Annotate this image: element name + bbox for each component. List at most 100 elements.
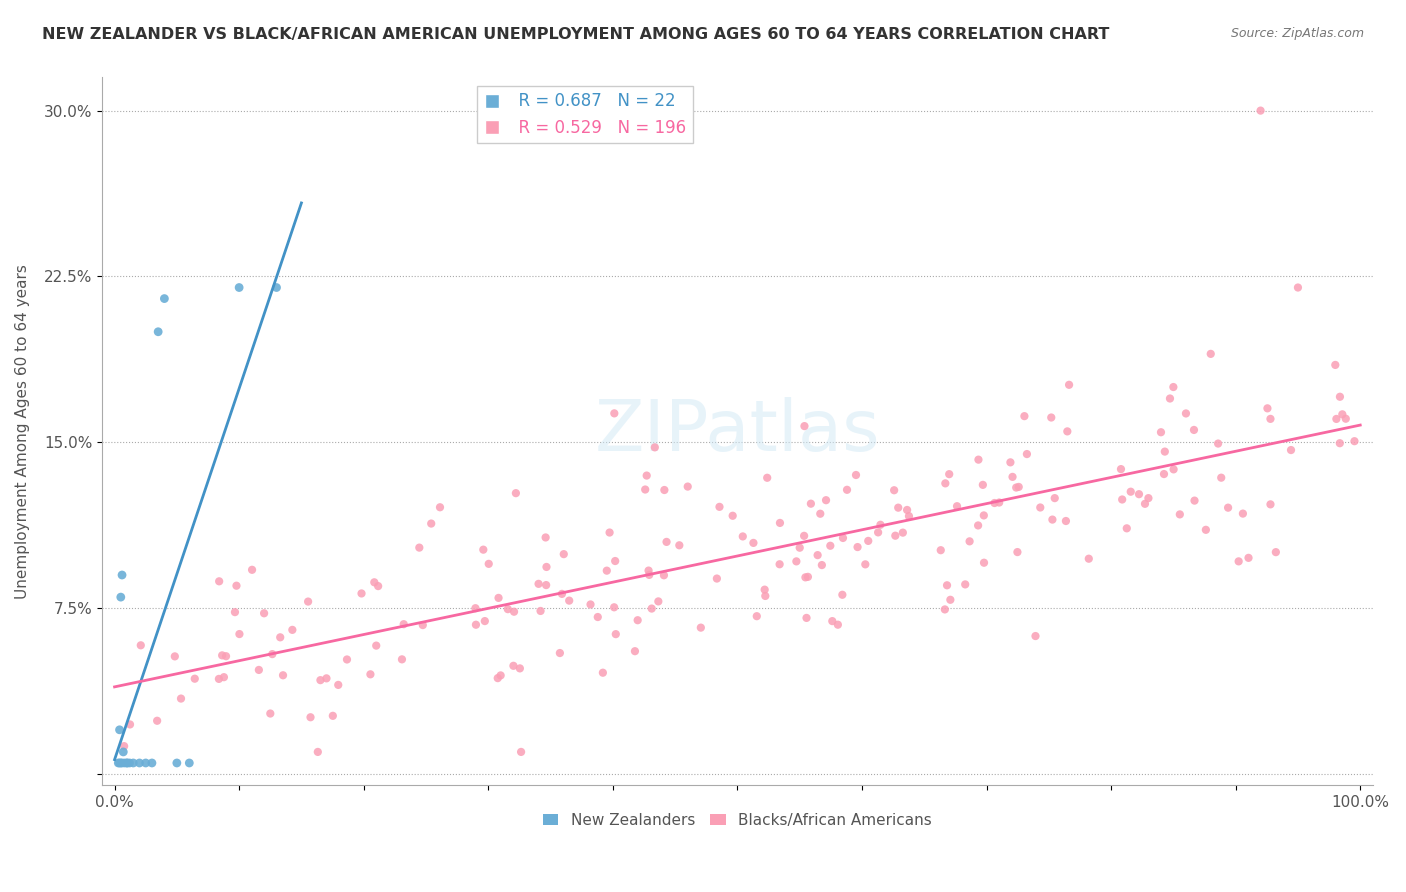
Point xyxy=(868,525,890,540)
Point xyxy=(184,672,207,686)
Point xyxy=(112,739,135,753)
Point xyxy=(955,577,977,591)
Point xyxy=(883,483,905,498)
Point xyxy=(827,617,849,632)
Point xyxy=(637,564,659,578)
Point xyxy=(135,756,157,770)
Point xyxy=(1159,392,1181,406)
Point xyxy=(634,483,657,497)
Point xyxy=(897,509,920,524)
Point xyxy=(1128,487,1150,501)
Point xyxy=(1182,423,1205,437)
Point xyxy=(793,529,815,543)
Point xyxy=(534,531,557,545)
Point xyxy=(938,467,960,482)
Point xyxy=(808,507,831,521)
Point xyxy=(721,508,744,523)
Point xyxy=(299,710,322,724)
Point xyxy=(1040,410,1063,425)
Point xyxy=(1057,377,1080,392)
Point xyxy=(328,678,350,692)
Point xyxy=(636,468,658,483)
Legend: New Zealanders, Blacks/African Americans: New Zealanders, Blacks/African Americans xyxy=(537,807,938,834)
Point xyxy=(464,601,486,615)
Point xyxy=(821,614,844,628)
Point xyxy=(224,605,246,619)
Point xyxy=(939,592,962,607)
Point xyxy=(115,756,138,770)
Point xyxy=(211,648,233,663)
Point xyxy=(973,508,995,523)
Point xyxy=(1184,493,1206,508)
Point xyxy=(359,667,381,681)
Point xyxy=(1260,497,1282,511)
Point xyxy=(111,568,134,582)
Point xyxy=(624,644,647,658)
Point xyxy=(1168,508,1191,522)
Point xyxy=(553,547,575,561)
Point xyxy=(505,486,527,500)
Point xyxy=(1211,471,1233,485)
Point xyxy=(228,627,250,641)
Text: ZIPatlas: ZIPatlas xyxy=(595,397,880,466)
Point xyxy=(163,649,186,664)
Point xyxy=(551,587,574,601)
Point xyxy=(1015,447,1038,461)
Point xyxy=(1024,629,1046,643)
Point xyxy=(1153,444,1175,458)
Point xyxy=(1014,409,1036,424)
Point xyxy=(853,558,876,572)
Point xyxy=(478,557,501,571)
Point xyxy=(835,483,858,497)
Point xyxy=(240,563,263,577)
Point xyxy=(1329,390,1351,404)
Point xyxy=(429,500,451,515)
Point xyxy=(208,574,231,589)
Point xyxy=(644,441,666,455)
Point xyxy=(1150,425,1173,440)
Point xyxy=(1163,462,1185,476)
Point xyxy=(592,665,614,680)
Point xyxy=(489,668,512,682)
Point xyxy=(676,479,699,493)
Text: NEW ZEALANDER VS BLACK/AFRICAN AMERICAN UNEMPLOYMENT AMONG AGES 60 TO 64 YEARS C: NEW ZEALANDER VS BLACK/AFRICAN AMERICAN … xyxy=(42,27,1109,42)
Point xyxy=(754,589,776,603)
Point xyxy=(309,673,332,688)
Point xyxy=(1077,551,1099,566)
Point xyxy=(745,609,768,624)
Point xyxy=(247,663,270,677)
Point xyxy=(322,708,344,723)
Point xyxy=(1008,480,1031,494)
Point xyxy=(845,468,868,483)
Point xyxy=(212,670,235,684)
Point xyxy=(793,419,815,434)
Point xyxy=(936,578,959,592)
Point xyxy=(281,623,304,637)
Point xyxy=(756,471,779,485)
Point xyxy=(412,618,434,632)
Point xyxy=(115,756,138,770)
Point xyxy=(579,598,602,612)
Point xyxy=(627,613,650,627)
Point xyxy=(1324,358,1347,372)
Point xyxy=(269,630,291,644)
Point xyxy=(972,478,994,492)
Point xyxy=(1227,554,1250,568)
Point xyxy=(1054,514,1077,528)
Point xyxy=(689,621,711,635)
Point xyxy=(129,638,152,652)
Point xyxy=(420,516,443,531)
Point xyxy=(536,560,558,574)
Point xyxy=(1286,280,1309,294)
Point xyxy=(315,671,337,685)
Point xyxy=(1256,401,1278,416)
Point xyxy=(1174,407,1197,421)
Point xyxy=(1115,521,1137,535)
Point xyxy=(706,572,728,586)
Point xyxy=(1005,481,1028,495)
Point xyxy=(266,280,288,294)
Point xyxy=(638,568,661,582)
Point xyxy=(832,531,855,545)
Point xyxy=(408,541,430,555)
Point xyxy=(118,756,141,770)
